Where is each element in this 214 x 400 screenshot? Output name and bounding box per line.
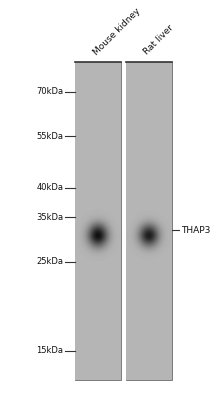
Text: 35kDa: 35kDa [36, 213, 63, 222]
Text: THAP3: THAP3 [181, 226, 211, 235]
Text: 25kDa: 25kDa [36, 257, 63, 266]
Text: 15kDa: 15kDa [36, 346, 63, 355]
Text: 40kDa: 40kDa [36, 183, 63, 192]
FancyBboxPatch shape [126, 62, 172, 380]
Text: Mouse kidney: Mouse kidney [92, 6, 142, 56]
FancyBboxPatch shape [75, 62, 121, 380]
Text: 70kDa: 70kDa [36, 87, 63, 96]
Text: 55kDa: 55kDa [36, 132, 63, 140]
Text: Rat liver: Rat liver [142, 23, 175, 56]
